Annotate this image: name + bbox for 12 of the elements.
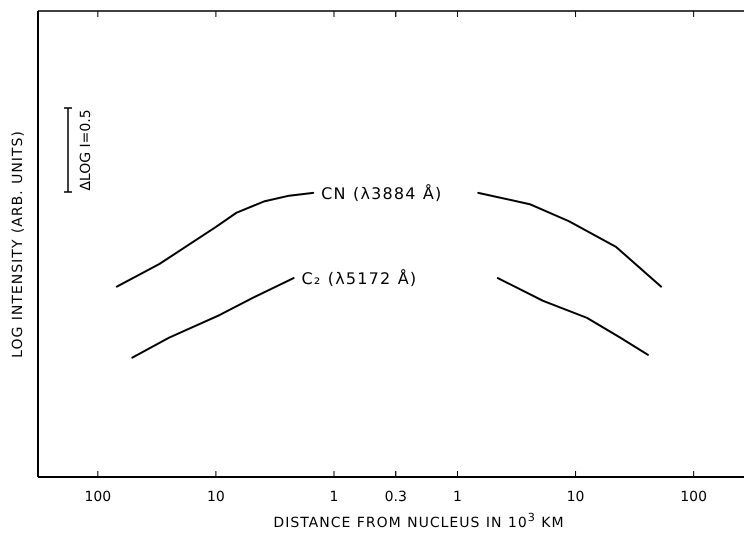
x-tick-label: 10 [206,488,225,505]
x-tick-label: 1 [330,488,338,505]
y-axis-title: LOG INTENSITY (ARB. UNITS) [10,130,26,358]
series-label: C₂ (λ5172 Å) [302,269,418,288]
text: ΔLOG I=0.5 [78,109,94,191]
x-tick-label: 10 [566,488,584,505]
x-tick-label: 100 [680,488,708,505]
x-tick-label: 0.3 [384,488,407,505]
x-tick-label: 1 [453,488,462,505]
series-label: CN (λ3884 Å) [321,184,443,203]
x-tick-label: 100 [84,488,112,505]
x-axis-title: DISTANCE FROM NUCLEUS IN 10$^{3}$ KM [273,510,565,531]
